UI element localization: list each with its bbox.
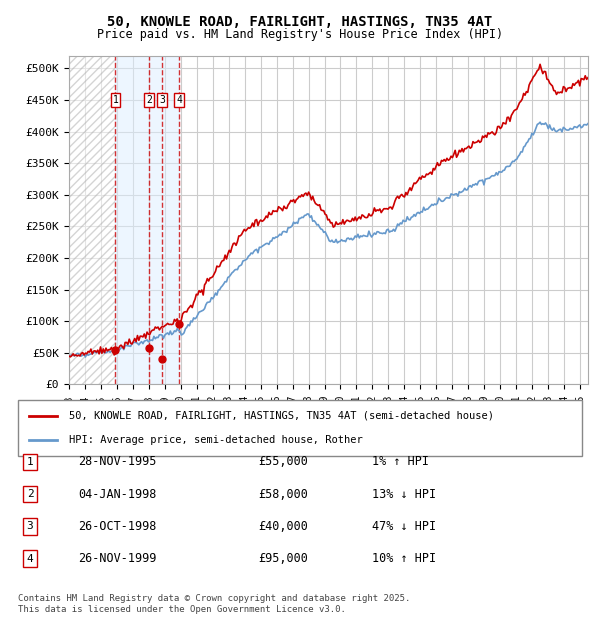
- Text: 13% ↓ HPI: 13% ↓ HPI: [372, 488, 436, 500]
- Text: 50, KNOWLE ROAD, FAIRLIGHT, HASTINGS, TN35 4AT: 50, KNOWLE ROAD, FAIRLIGHT, HASTINGS, TN…: [107, 16, 493, 30]
- Text: Contains HM Land Registry data © Crown copyright and database right 2025.
This d: Contains HM Land Registry data © Crown c…: [18, 595, 410, 614]
- Text: 50, KNOWLE ROAD, FAIRLIGHT, HASTINGS, TN35 4AT (semi-detached house): 50, KNOWLE ROAD, FAIRLIGHT, HASTINGS, TN…: [69, 410, 494, 420]
- Text: 26-NOV-1999: 26-NOV-1999: [78, 552, 157, 565]
- Text: £58,000: £58,000: [258, 488, 308, 500]
- Bar: [115, 56, 179, 384]
- Text: 2: 2: [146, 95, 152, 105]
- Bar: [69, 56, 115, 384]
- Text: 4: 4: [26, 554, 34, 564]
- Text: 1: 1: [113, 95, 118, 105]
- Text: Price paid vs. HM Land Registry's House Price Index (HPI): Price paid vs. HM Land Registry's House …: [97, 28, 503, 41]
- Text: 1: 1: [26, 457, 34, 467]
- Text: £40,000: £40,000: [258, 520, 308, 533]
- Text: 4: 4: [176, 95, 182, 105]
- Text: 04-JAN-1998: 04-JAN-1998: [78, 488, 157, 500]
- FancyBboxPatch shape: [18, 400, 582, 456]
- Text: £95,000: £95,000: [258, 552, 308, 565]
- Bar: [69, 56, 115, 384]
- Text: 26-OCT-1998: 26-OCT-1998: [78, 520, 157, 533]
- Text: £55,000: £55,000: [258, 456, 308, 468]
- Text: 1% ↑ HPI: 1% ↑ HPI: [372, 456, 429, 468]
- Text: 3: 3: [159, 95, 165, 105]
- Text: 10% ↑ HPI: 10% ↑ HPI: [372, 552, 436, 565]
- Text: 28-NOV-1995: 28-NOV-1995: [78, 456, 157, 468]
- Text: 47% ↓ HPI: 47% ↓ HPI: [372, 520, 436, 533]
- Text: 2: 2: [26, 489, 34, 499]
- Text: 3: 3: [26, 521, 34, 531]
- Text: HPI: Average price, semi-detached house, Rother: HPI: Average price, semi-detached house,…: [69, 435, 362, 445]
